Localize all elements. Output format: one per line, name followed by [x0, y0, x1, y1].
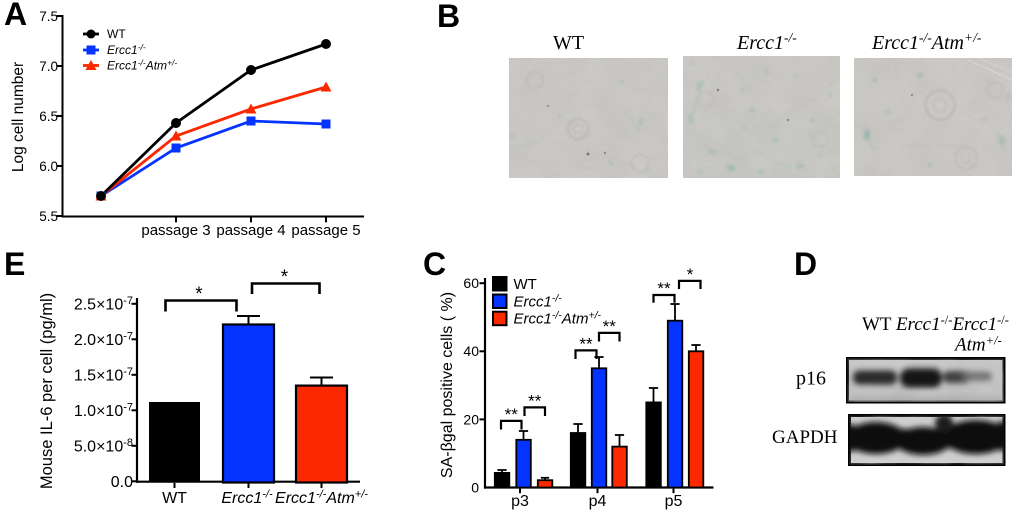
svg-text:WT: WT [162, 490, 187, 507]
svg-text:5.0×10-8: 5.0×10-8 [74, 437, 133, 456]
svg-text:Ercc1-/-: Ercc1-/- [514, 292, 563, 310]
svg-text:passage 5: passage 5 [291, 222, 360, 239]
svg-text:WT Ercc1-/-Ercc1-/-: WT Ercc1-/-Ercc1-/- [862, 313, 1009, 335]
svg-text:Ercc1-/-Atm+/-: Ercc1-/-Atm+/- [107, 57, 177, 72]
svg-text:0: 0 [471, 479, 479, 495]
svg-text:20: 20 [463, 411, 479, 427]
svg-text:**: ** [657, 279, 671, 298]
svg-text:p5: p5 [665, 493, 683, 510]
svg-text:SA-βgal positive cells ( %): SA-βgal positive cells ( %) [439, 292, 456, 478]
svg-text:WT: WT [553, 32, 584, 54]
svg-text:6.0: 6.0 [39, 159, 58, 174]
svg-text:WT: WT [514, 276, 537, 293]
svg-text:**: ** [603, 317, 617, 336]
svg-text:D: D [794, 246, 817, 282]
svg-text:5.5: 5.5 [39, 209, 58, 224]
svg-text:GAPDH: GAPDH [772, 427, 838, 448]
svg-text:1.0×10-7: 1.0×10-7 [74, 401, 133, 420]
svg-text:Log cell number: Log cell number [10, 62, 27, 172]
svg-text:passage 3: passage 3 [141, 222, 210, 239]
svg-text:*: * [195, 284, 203, 305]
svg-text:**: ** [579, 335, 593, 354]
svg-text:2.5×10-7: 2.5×10-7 [74, 295, 133, 314]
svg-text:6.5: 6.5 [39, 109, 58, 124]
svg-text:A: A [4, 0, 27, 32]
svg-text:60: 60 [463, 275, 479, 291]
svg-text:p4: p4 [589, 493, 607, 510]
svg-text:7.5: 7.5 [39, 9, 58, 24]
svg-text:Ercc1-/-Atm+/-: Ercc1-/-Atm+/- [871, 30, 982, 54]
svg-text:p16: p16 [796, 368, 826, 390]
svg-text:Mouse IL-6 per cell (pg/ml): Mouse IL-6 per cell (pg/ml) [38, 293, 56, 489]
svg-text:Ercc1-/-: Ercc1-/- [107, 42, 146, 57]
svg-text:2.0×10-7: 2.0×10-7 [74, 330, 133, 349]
svg-text:Ercc1-/-: Ercc1-/- [221, 489, 273, 508]
svg-text:**: ** [505, 405, 519, 424]
svg-text:B: B [437, 0, 460, 34]
svg-text:WT: WT [107, 27, 126, 41]
svg-text:C: C [423, 246, 446, 282]
svg-text:Ercc1-/-Atm+/-: Ercc1-/-Atm+/- [275, 489, 368, 508]
svg-text:7.0: 7.0 [39, 59, 58, 74]
svg-text:40: 40 [463, 343, 479, 359]
svg-text:*: * [281, 267, 289, 288]
svg-text:0.0: 0.0 [111, 474, 133, 491]
svg-text:1.5×10-7: 1.5×10-7 [74, 366, 133, 385]
svg-text:p3: p3 [511, 493, 529, 510]
svg-text:*: * [687, 265, 694, 284]
svg-text:**: ** [528, 392, 542, 411]
svg-text:Ercc1-/-Atm+/-: Ercc1-/-Atm+/- [514, 310, 602, 328]
svg-text:passage 4: passage 4 [216, 222, 285, 239]
svg-text:E: E [4, 246, 25, 282]
